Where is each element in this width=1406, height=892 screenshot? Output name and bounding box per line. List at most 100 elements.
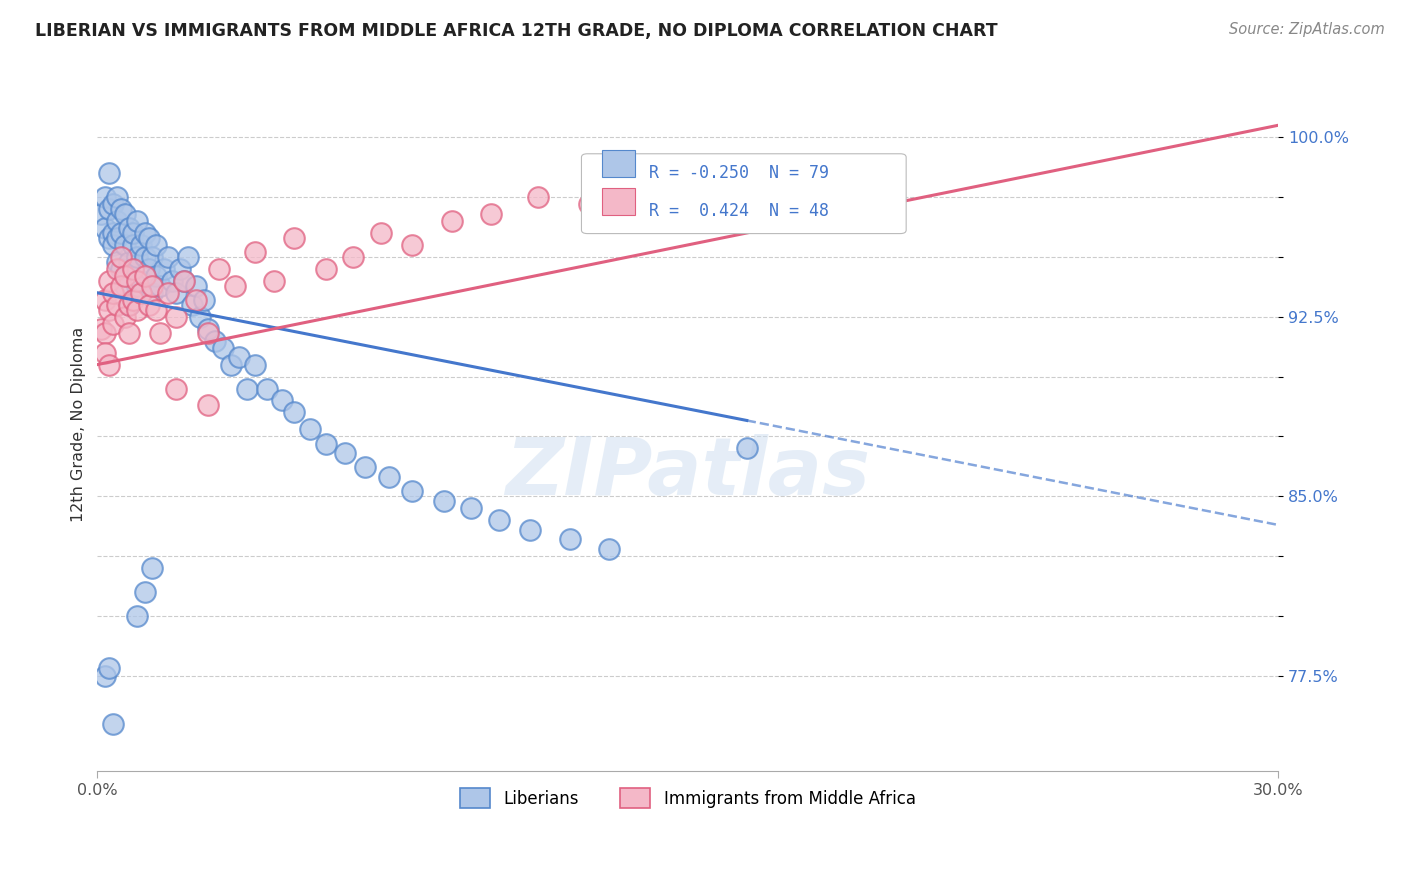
Point <box>558 533 581 547</box>
Point <box>180 298 202 312</box>
Point <box>598 541 620 556</box>
Point <box>118 298 141 312</box>
Point <box>354 460 377 475</box>
Point <box>98 231 121 245</box>
Point <box>125 608 148 623</box>
Point <box>184 293 207 307</box>
Text: ZIPatlas: ZIPatlas <box>505 434 870 512</box>
Point <box>377 470 399 484</box>
Point <box>197 398 219 412</box>
Point <box>283 231 305 245</box>
Y-axis label: 12th Grade, No Diploma: 12th Grade, No Diploma <box>72 326 86 522</box>
Point <box>271 393 294 408</box>
Point <box>94 345 117 359</box>
Point <box>149 326 172 341</box>
Point <box>578 197 600 211</box>
Text: Source: ZipAtlas.com: Source: ZipAtlas.com <box>1229 22 1385 37</box>
Text: LIBERIAN VS IMMIGRANTS FROM MIDDLE AFRICA 12TH GRADE, NO DIPLOMA CORRELATION CHA: LIBERIAN VS IMMIGRANTS FROM MIDDLE AFRIC… <box>35 22 998 40</box>
Point <box>153 261 176 276</box>
Point <box>315 436 337 450</box>
Point <box>110 261 132 276</box>
Point <box>118 221 141 235</box>
Point <box>440 214 463 228</box>
Point <box>188 310 211 324</box>
Point <box>488 513 510 527</box>
Point <box>125 250 148 264</box>
Point <box>157 285 180 300</box>
Point <box>98 661 121 675</box>
Point <box>94 293 117 307</box>
Point <box>94 668 117 682</box>
Point <box>110 250 132 264</box>
Point <box>101 716 124 731</box>
Point <box>197 321 219 335</box>
Point <box>735 442 758 456</box>
Point <box>637 178 659 193</box>
Point <box>121 261 143 276</box>
Point <box>401 484 423 499</box>
Point <box>101 285 124 300</box>
Point <box>160 274 183 288</box>
Point <box>101 197 124 211</box>
Point <box>105 214 128 228</box>
Point <box>138 231 160 245</box>
Point <box>256 382 278 396</box>
Point <box>197 326 219 341</box>
Point <box>114 238 136 252</box>
Point <box>121 226 143 240</box>
Point <box>370 226 392 240</box>
Point <box>342 250 364 264</box>
Point <box>110 278 132 293</box>
Point <box>134 250 156 264</box>
Bar <box>602 188 634 215</box>
Point <box>94 190 117 204</box>
Point <box>208 261 231 276</box>
Point <box>118 254 141 268</box>
Point <box>125 278 148 293</box>
Point <box>118 326 141 341</box>
Point <box>145 302 167 317</box>
Point <box>184 278 207 293</box>
Point <box>173 274 195 288</box>
Point <box>224 278 246 293</box>
Point <box>129 238 152 252</box>
Point <box>145 238 167 252</box>
Point <box>134 268 156 283</box>
Point <box>114 278 136 293</box>
Point <box>101 317 124 331</box>
Point <box>125 274 148 288</box>
Point <box>243 358 266 372</box>
Point <box>121 261 143 276</box>
Point <box>165 310 187 324</box>
Point <box>141 285 163 300</box>
Point <box>129 274 152 288</box>
Point <box>315 261 337 276</box>
Point <box>125 302 148 317</box>
Point <box>193 293 215 307</box>
Point <box>110 202 132 216</box>
Point <box>177 250 200 264</box>
Point <box>236 382 259 396</box>
Point <box>134 585 156 599</box>
Point <box>101 238 124 252</box>
Point <box>94 221 117 235</box>
Point <box>105 261 128 276</box>
Point <box>98 274 121 288</box>
Point <box>169 261 191 276</box>
Point <box>114 310 136 324</box>
Point <box>263 274 285 288</box>
Point <box>204 334 226 348</box>
Text: R =  0.424  N = 48: R = 0.424 N = 48 <box>648 202 828 219</box>
Point <box>219 358 242 372</box>
Point <box>118 298 141 312</box>
Point <box>141 278 163 293</box>
Point <box>283 405 305 419</box>
Point <box>129 285 152 300</box>
FancyBboxPatch shape <box>582 153 905 234</box>
Point <box>527 190 550 204</box>
Point <box>228 351 250 365</box>
Point <box>138 261 160 276</box>
Point <box>149 278 172 293</box>
Point <box>98 302 121 317</box>
Point <box>105 190 128 204</box>
